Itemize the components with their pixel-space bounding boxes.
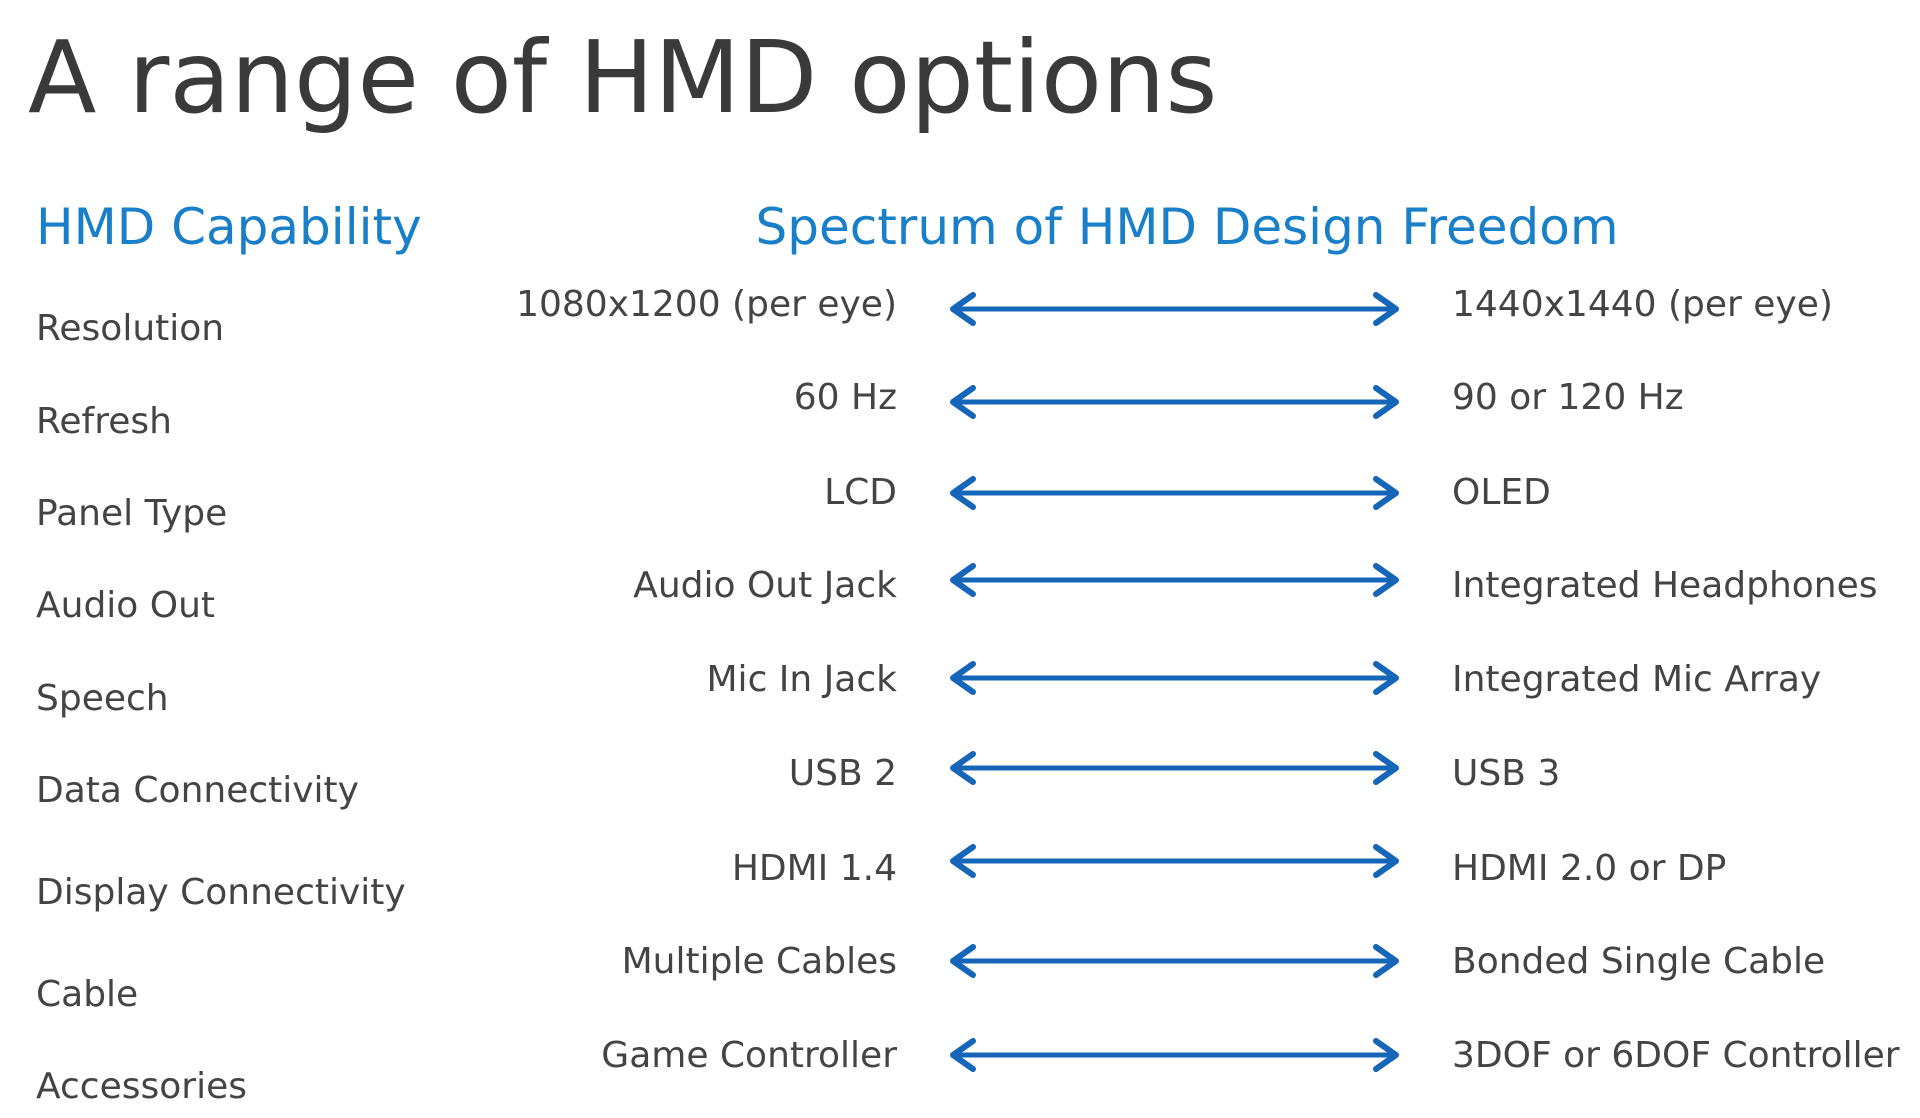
spectrum-header: Spectrum of HMD Design Freedom	[755, 198, 1618, 256]
capability: Refresh	[36, 401, 172, 442]
max-option: HDMI 2.0 or DP	[1452, 848, 1726, 889]
arrow	[953, 947, 1396, 975]
max-option: Integrated Mic Array	[1452, 659, 1821, 700]
capability: Accessories	[36, 1066, 247, 1107]
max-option: 90 or 120 Hz	[1452, 377, 1684, 418]
min-option: Multiple Cables	[622, 941, 897, 982]
min-option: Game Controller	[601, 1035, 897, 1076]
capability: Display Connectivity	[36, 872, 406, 913]
min-option: 1080x1200 (per eye)	[516, 284, 897, 325]
capability: Data Connectivity	[36, 770, 359, 811]
capability: Audio Out	[36, 585, 215, 626]
min-option: 60 Hz	[794, 377, 897, 418]
arrow	[953, 1041, 1396, 1069]
min-option: Audio Out Jack	[633, 565, 897, 606]
arrow	[953, 388, 1396, 416]
arrow	[953, 847, 1396, 875]
capability: Panel Type	[36, 493, 227, 534]
capability: Cable	[36, 974, 138, 1015]
min-option: LCD	[824, 472, 897, 513]
max-option: OLED	[1452, 472, 1551, 513]
max-option: USB 3	[1452, 753, 1560, 794]
arrow	[953, 479, 1396, 507]
arrow	[953, 566, 1396, 594]
capability: Resolution	[36, 308, 224, 349]
min-option: HDMI 1.4	[732, 848, 897, 889]
max-option: Integrated Headphones	[1452, 565, 1878, 606]
max-option: Bonded Single Cable	[1452, 941, 1825, 982]
max-option: 3DOF or 6DOF Controller	[1452, 1035, 1900, 1076]
max-option: 1440x1440 (per eye)	[1452, 284, 1833, 325]
capability-header: HMD Capability	[36, 198, 422, 256]
arrow	[953, 664, 1396, 692]
rows: Resolution 1080x1200 (per eye) 1440x1440 (…	[36, 284, 1900, 1107]
arrow	[953, 295, 1396, 323]
capability: Speech	[36, 678, 169, 719]
title: A range of HMD options	[28, 19, 1218, 136]
arrow	[953, 754, 1396, 782]
min-option: Mic In Jack	[707, 659, 898, 700]
min-option: USB 2	[789, 753, 897, 794]
